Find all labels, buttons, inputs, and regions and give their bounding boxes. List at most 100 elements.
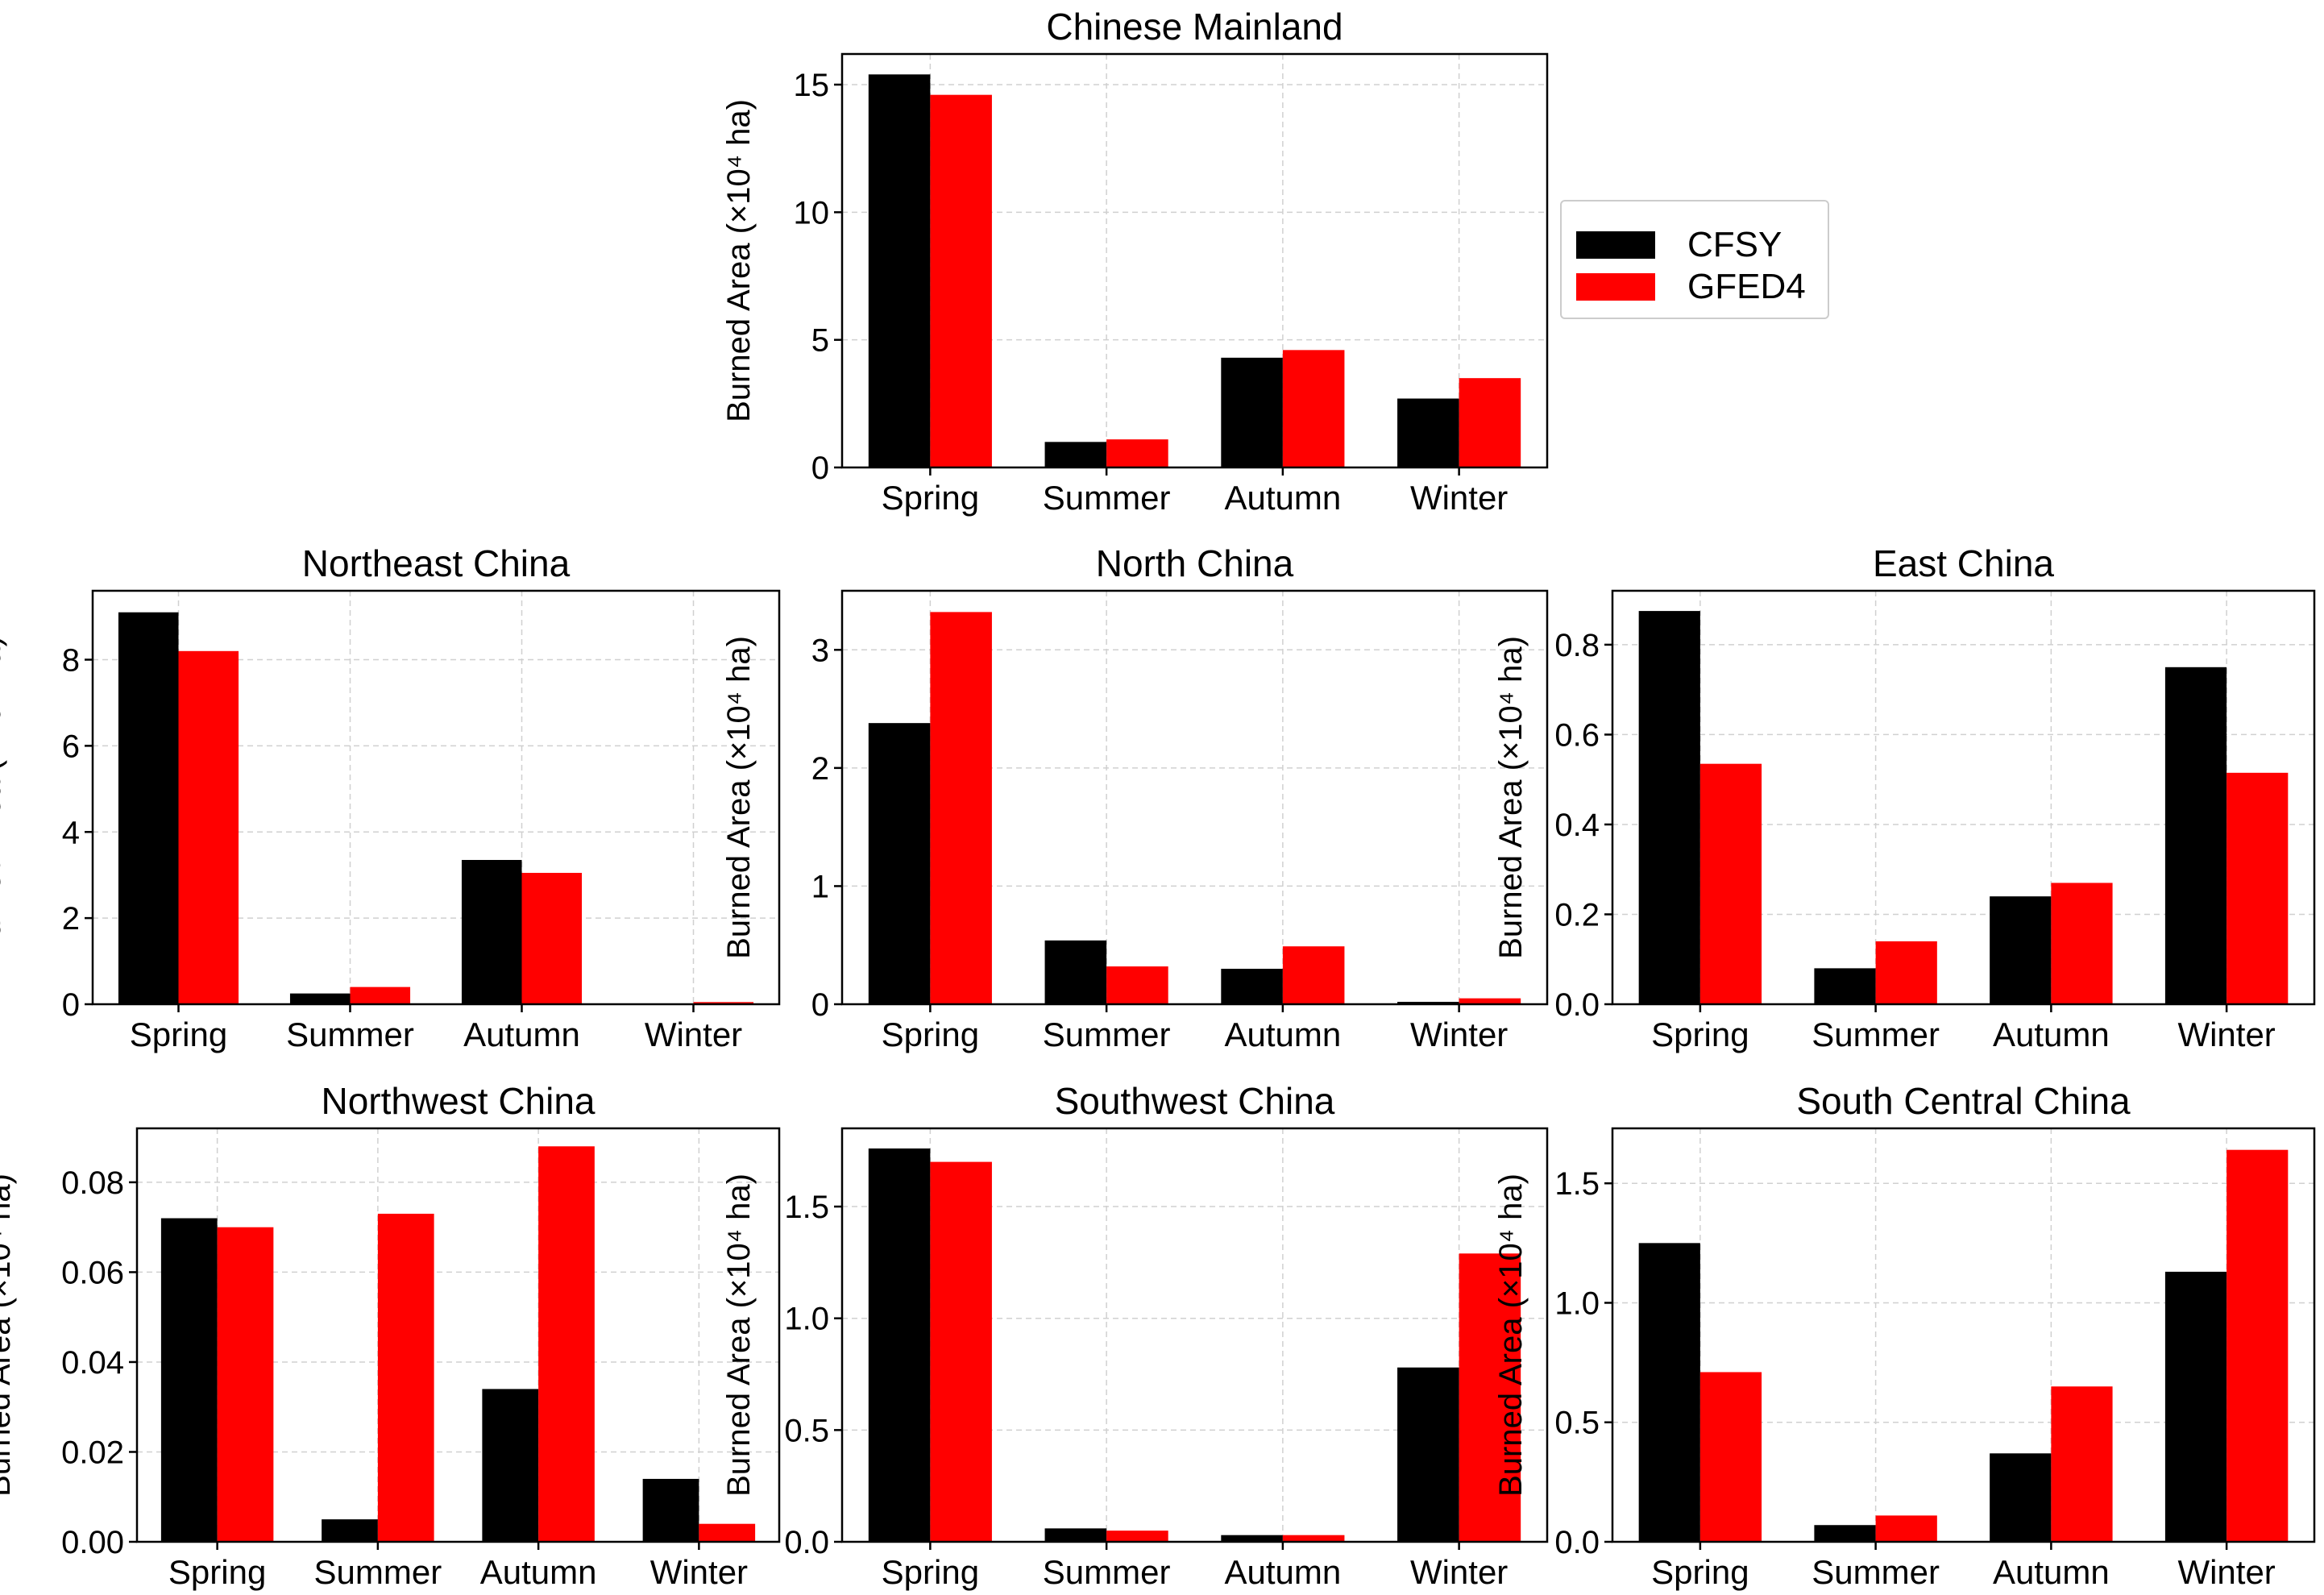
bar-cfsy-autumn	[1990, 896, 2052, 1004]
bar-gfed4-summer	[350, 986, 411, 1004]
x-tick-label-autumn: Autumn	[463, 1016, 580, 1053]
bar-cfsy-autumn	[461, 859, 522, 1004]
bar-gfed4-summer	[1875, 941, 1937, 1004]
legend-item-gfed4: GFED4	[1576, 269, 1806, 305]
bar-gfed4-winter	[1459, 378, 1521, 467]
y-tick-label: 2	[62, 901, 80, 937]
bar-gfed4-spring	[930, 612, 992, 1004]
bar-cfsy-winter	[642, 1478, 699, 1542]
y-axis-label: Burned Area (×10⁴ ha)	[0, 1173, 17, 1497]
y-tick-label: 0.06	[61, 1255, 124, 1290]
x-tick-label-winter: Winter	[650, 1553, 748, 1591]
y-tick-label: 0.04	[61, 1345, 124, 1381]
bar-cfsy-summer	[289, 993, 351, 1004]
bar-gfed4-autumn	[2051, 883, 2113, 1004]
y-tick-label: 5	[811, 323, 829, 359]
chart-panel-northeast-china: 0 2 4 6 8 Spring Summer Autumn Winter Northeast C…	[0, 542, 781, 1053]
bar-gfed4-autumn	[1282, 350, 1345, 467]
bar-gfed4-winter	[1459, 998, 1521, 1004]
bar-gfed4-spring	[217, 1227, 274, 1542]
x-tick-label-summer: Summer	[286, 1016, 414, 1053]
legend-item-cfsy: CFSY	[1576, 227, 1782, 263]
y-tick-label: 0.4	[1554, 808, 1600, 843]
legend-label-cfsy: CFSY	[1687, 225, 1782, 264]
x-tick-label-winter: Winter	[2177, 1016, 2275, 1053]
legend: CFSY GFED4	[1560, 200, 1829, 319]
y-tick-label: 1.0	[784, 1302, 829, 1337]
y-axis-label: Burned Area (×10⁴ ha)	[0, 636, 7, 959]
x-tick-label-spring: Spring	[1651, 1553, 1749, 1591]
bar-cfsy-autumn	[1221, 969, 1283, 1004]
bar-gfed4-spring	[930, 1161, 992, 1542]
axes-frame	[135, 1127, 781, 1543]
y-tick-label: 15	[794, 68, 830, 103]
bar-cfsy-spring	[868, 723, 931, 1004]
y-tick-label: 4	[62, 815, 80, 850]
y-tick-label: 1.5	[784, 1190, 829, 1225]
bar-cfsy-summer	[322, 1519, 378, 1542]
x-tick-label-summer: Summer	[1043, 1553, 1171, 1591]
axes-frame	[1611, 1127, 2316, 1543]
bar-cfsy-spring	[160, 1218, 218, 1542]
bar-cfsy-autumn	[1221, 357, 1283, 467]
x-tick-label-winter: Winter	[2177, 1553, 2275, 1591]
bar-cfsy-summer	[1044, 442, 1107, 467]
bar-gfed4-winter	[699, 1523, 756, 1542]
y-tick-label: 0	[62, 987, 80, 1023]
bar-cfsy-summer	[1814, 968, 1876, 1004]
x-tick-label-winter: Winter	[1410, 479, 1508, 517]
bar-gfed4-summer	[377, 1213, 434, 1542]
axes-frame	[840, 52, 1549, 469]
legend-label-gfed4: GFED4	[1687, 267, 1806, 306]
bar-cfsy-winter	[1397, 1367, 1459, 1542]
bar-cfsy-spring	[1638, 611, 1700, 1004]
bar-gfed4-winter	[2226, 1149, 2289, 1542]
bar-cfsy-autumn	[1221, 1535, 1283, 1542]
bar-gfed4-summer	[1106, 1531, 1168, 1542]
y-tick-label: 0.5	[1554, 1406, 1600, 1441]
y-axis-label: Burned Area (×10⁴ ha)	[1493, 636, 1529, 959]
bar-gfed4-winter	[1459, 1253, 1521, 1542]
x-tick-label-summer: Summer	[1811, 1553, 1940, 1591]
y-tick-label: 3	[811, 633, 829, 668]
chart-panel-southwest-china: 0.0 0.5 1.0 1.5 Spring Summer Autumn Winter Sout…	[721, 1080, 1549, 1591]
chart-title: Southwest China	[1055, 1080, 1335, 1122]
bar-gfed4-winter	[693, 1002, 754, 1004]
x-tick-label-spring: Spring	[882, 1553, 979, 1591]
x-tick-label-autumn: Autumn	[1225, 1016, 1342, 1053]
y-tick-label: 0.0	[1554, 1525, 1600, 1560]
chart-title: North China	[1096, 542, 1294, 584]
bar-gfed4-spring	[930, 94, 992, 468]
bar-cfsy-summer	[1814, 1525, 1876, 1542]
axes-frame	[1611, 589, 2316, 1006]
x-tick-label-summer: Summer	[1043, 1016, 1171, 1053]
y-tick-label: 0.6	[1554, 717, 1600, 753]
y-tick-label: 0.8	[1554, 628, 1600, 663]
bar-cfsy-summer	[1044, 1528, 1107, 1542]
y-tick-label: 0.08	[61, 1165, 124, 1201]
bar-gfed4-autumn	[2051, 1386, 2113, 1542]
y-axis-label: Burned Area (×10⁴ ha)	[721, 636, 757, 959]
chart-title: Northeast China	[302, 542, 571, 584]
chart-title: South Central China	[1796, 1080, 2131, 1122]
bar-gfed4-summer	[1106, 966, 1168, 1004]
x-tick-label-summer: Summer	[1811, 1016, 1940, 1053]
bar-gfed4-winter	[2226, 772, 2289, 1004]
bar-cfsy-autumn	[1990, 1453, 2052, 1542]
bar-cfsy-winter	[1397, 1002, 1459, 1004]
axes-frame	[840, 1127, 1549, 1543]
x-tick-label-autumn: Autumn	[1993, 1553, 2110, 1591]
x-tick-label-spring: Spring	[168, 1553, 266, 1591]
legend-swatch-gfed4	[1576, 273, 1655, 301]
y-tick-label: 0.0	[1554, 987, 1600, 1023]
x-tick-label-summer: Summer	[314, 1553, 442, 1591]
y-tick-label: 0.2	[1554, 897, 1600, 932]
bar-cfsy-winter	[2164, 667, 2227, 1004]
bar-cfsy-winter	[2164, 1271, 2227, 1542]
y-tick-label: 1.0	[1554, 1286, 1600, 1321]
bar-cfsy-winter	[1397, 398, 1459, 467]
x-tick-label-autumn: Autumn	[1225, 1553, 1342, 1591]
x-tick-label-winter: Winter	[1410, 1553, 1508, 1591]
bar-gfed4-spring	[1699, 763, 1762, 1004]
